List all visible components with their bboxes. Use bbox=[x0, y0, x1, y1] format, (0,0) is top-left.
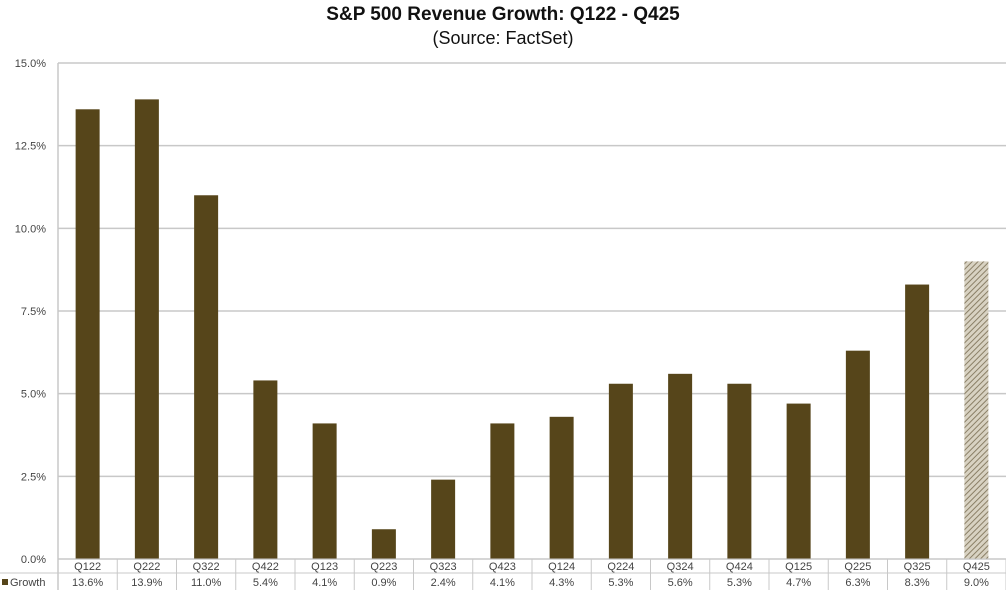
legend-swatch bbox=[2, 579, 8, 585]
chart-title: S&P 500 Revenue Growth: Q122 - Q425 bbox=[326, 4, 680, 25]
bar bbox=[194, 195, 219, 559]
legend-label: Growth bbox=[10, 577, 45, 589]
bar bbox=[312, 423, 337, 559]
y-tick-label: 5.0% bbox=[21, 389, 46, 401]
x-category-label: Q322 bbox=[193, 561, 220, 573]
bar bbox=[134, 99, 159, 559]
data-label: 5.6% bbox=[668, 577, 693, 589]
bar bbox=[905, 284, 930, 559]
x-category-label: Q425 bbox=[963, 561, 990, 573]
bar bbox=[608, 383, 633, 559]
x-category-label: Q224 bbox=[607, 561, 634, 573]
data-label: 8.3% bbox=[905, 577, 930, 589]
data-label: 13.9% bbox=[131, 577, 162, 589]
bar bbox=[75, 109, 100, 559]
y-tick-label: 12.5% bbox=[15, 141, 46, 153]
bar bbox=[668, 373, 693, 559]
x-category-label: Q123 bbox=[311, 561, 338, 573]
data-label: 0.9% bbox=[371, 577, 396, 589]
x-category-label: Q422 bbox=[252, 561, 279, 573]
x-category-label: Q225 bbox=[844, 561, 871, 573]
chart-subtitle: (Source: FactSet) bbox=[432, 28, 574, 48]
y-tick-label: 10.0% bbox=[15, 223, 46, 235]
y-tick-label: 0.0% bbox=[21, 554, 46, 566]
x-category-label: Q423 bbox=[489, 561, 516, 573]
bar bbox=[786, 403, 811, 559]
x-category-label: Q124 bbox=[548, 561, 575, 573]
bar-estimate bbox=[964, 261, 989, 559]
bar bbox=[845, 350, 870, 559]
x-category-label: Q323 bbox=[430, 561, 457, 573]
x-category-label: Q222 bbox=[133, 561, 160, 573]
data-label: 9.0% bbox=[964, 577, 989, 589]
data-label: 2.4% bbox=[431, 577, 456, 589]
bar bbox=[431, 479, 456, 559]
data-label: 5.3% bbox=[608, 577, 633, 589]
data-label: 11.0% bbox=[191, 577, 222, 589]
y-tick-label: 15.0% bbox=[15, 58, 46, 70]
y-tick-label: 2.5% bbox=[21, 471, 46, 483]
x-category-label: Q122 bbox=[74, 561, 101, 573]
y-tick-label: 7.5% bbox=[21, 306, 46, 318]
x-category-label: Q223 bbox=[370, 561, 397, 573]
data-label: 5.4% bbox=[253, 577, 278, 589]
bar bbox=[549, 416, 574, 559]
data-label: 6.3% bbox=[845, 577, 870, 589]
bar bbox=[490, 423, 515, 559]
bar bbox=[727, 383, 752, 559]
x-category-label: Q324 bbox=[667, 561, 694, 573]
bar bbox=[253, 380, 278, 559]
data-label: 4.3% bbox=[549, 577, 574, 589]
x-category-label: Q125 bbox=[785, 561, 812, 573]
data-label: 5.3% bbox=[727, 577, 752, 589]
bar bbox=[371, 529, 396, 559]
data-label: 4.1% bbox=[490, 577, 515, 589]
data-label: 4.7% bbox=[786, 577, 811, 589]
data-label: 4.1% bbox=[312, 577, 337, 589]
data-label: 13.6% bbox=[72, 577, 103, 589]
x-category-label: Q424 bbox=[726, 561, 753, 573]
x-category-label: Q325 bbox=[904, 561, 931, 573]
